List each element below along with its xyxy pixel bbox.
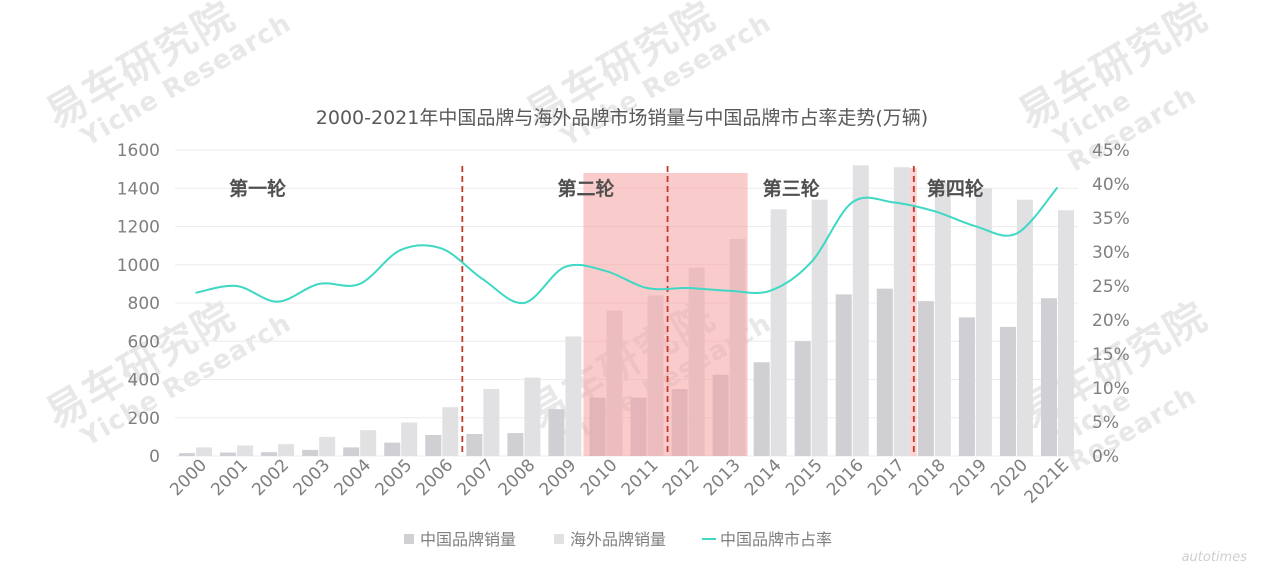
bar-china-brand (466, 434, 483, 456)
y-left-tick-label: 600 (128, 332, 160, 352)
bar-overseas-brand (1016, 199, 1033, 456)
x-tick-label: 2011 (618, 455, 663, 500)
bar-china-brand (876, 288, 893, 456)
x-tick-label: 2005 (372, 455, 417, 500)
x-tick-label: 2002 (248, 455, 293, 500)
bar-overseas-brand (442, 407, 459, 456)
bar-overseas-brand (1057, 210, 1074, 456)
phase-label: 第二轮 (557, 177, 614, 200)
bar-china-brand (1040, 298, 1057, 456)
x-tick-label: 2008 (495, 455, 540, 500)
bar-overseas-brand (770, 209, 787, 456)
x-tick-label: 2017 (864, 455, 909, 500)
bar-overseas-brand (893, 167, 910, 456)
x-tick-label: 2007 (454, 455, 499, 500)
x-tick-label: 2013 (700, 455, 745, 500)
x-tick-label: 2010 (577, 455, 622, 500)
x-tick-label: 2014 (741, 455, 786, 500)
x-tick-label: 2021E (1021, 455, 1073, 507)
bar-overseas-brand (278, 444, 295, 456)
bar-china-brand (958, 317, 975, 456)
bar-overseas-brand (319, 436, 336, 456)
x-tick-label: 2004 (331, 455, 376, 500)
bar-china-brand (220, 452, 237, 456)
bar-overseas-brand (934, 182, 951, 456)
bar-overseas-brand (483, 389, 500, 456)
y-right-tick-label: 45% (1092, 141, 1130, 161)
y-left-tick-label: 800 (128, 294, 160, 314)
y-right-tick-label: 0% (1092, 447, 1119, 467)
legend-label: 中国品牌市占率 (720, 530, 832, 549)
x-tick-label: 2001 (207, 455, 252, 500)
bar-overseas-brand (237, 445, 254, 456)
phase-label: 第一轮 (229, 177, 286, 200)
bar-china-brand (835, 294, 852, 456)
bar-china-brand (261, 452, 278, 456)
bar-overseas-brand (360, 430, 377, 456)
x-tick-label: 2016 (823, 455, 868, 500)
y-right-tick-label: 25% (1092, 277, 1130, 297)
bar-overseas-brand (524, 377, 541, 456)
y-right-tick-label: 5% (1092, 413, 1119, 433)
y-left-tick-label: 400 (128, 371, 160, 391)
y-left-tick-label: 0 (149, 447, 160, 467)
bar-overseas-brand (401, 422, 418, 456)
phase-label: 第四轮 (927, 177, 984, 200)
x-tick-label: 2003 (289, 455, 334, 500)
bar-china-brand (753, 362, 770, 456)
x-tick-label: 2006 (413, 455, 458, 500)
x-tick-label: 2019 (946, 455, 991, 500)
bar-china-brand (425, 434, 442, 456)
corner-logo: autotimes (1181, 550, 1247, 565)
bar-china-brand (384, 442, 401, 456)
chart-title: 2000-2021年中国品牌与海外品牌市场销量与中国品牌市占率走势(万辆) (316, 107, 928, 129)
legend-swatch (404, 534, 414, 544)
bar-china-brand (548, 409, 565, 456)
y-right-tick-label: 40% (1092, 175, 1130, 195)
y-left-tick-label: 200 (128, 409, 160, 429)
bar-china-brand (343, 447, 360, 456)
bar-overseas-brand (565, 336, 582, 456)
phase-label: 第三轮 (763, 177, 820, 200)
x-tick-label: 2015 (782, 455, 827, 500)
legend-label: 海外品牌销量 (570, 530, 666, 549)
legend: 中国品牌销量 海外品牌销量 中国品牌市占率 (404, 530, 832, 549)
bar-china-brand (302, 449, 319, 456)
y-right-tick-label: 20% (1092, 311, 1130, 331)
x-tick-label: 2009 (536, 455, 581, 500)
bar-overseas-brand (196, 447, 213, 456)
y-right-tick-label: 35% (1092, 209, 1130, 229)
bar-overseas-brand (975, 188, 992, 456)
y-left-tick-label: 1200 (117, 218, 160, 238)
y-right-tick-label: 15% (1092, 345, 1130, 365)
line-china-brand-share (195, 186, 1059, 305)
bar-china-brand (179, 453, 196, 456)
legend-swatch (554, 534, 564, 544)
bar-overseas-brand (852, 165, 869, 457)
y-left-tick-label: 1000 (117, 256, 160, 276)
bar-china-brand (507, 433, 524, 456)
legend-label: 中国品牌销量 (420, 530, 516, 549)
y-right-tick-label: 10% (1092, 379, 1130, 399)
y-left-tick-label: 1400 (117, 179, 160, 199)
bar-china-brand (917, 301, 934, 456)
y-left-tick-label: 1600 (117, 141, 160, 161)
highlight-band (583, 173, 748, 456)
x-tick-label: 2012 (659, 455, 704, 500)
bar-china-brand (794, 341, 811, 456)
bar-china-brand (999, 326, 1016, 456)
x-tick-label: 2018 (905, 455, 950, 500)
y-right-tick-label: 30% (1092, 243, 1130, 263)
bar-overseas-brand (811, 199, 828, 456)
x-tick-label: 2000 (166, 455, 211, 500)
